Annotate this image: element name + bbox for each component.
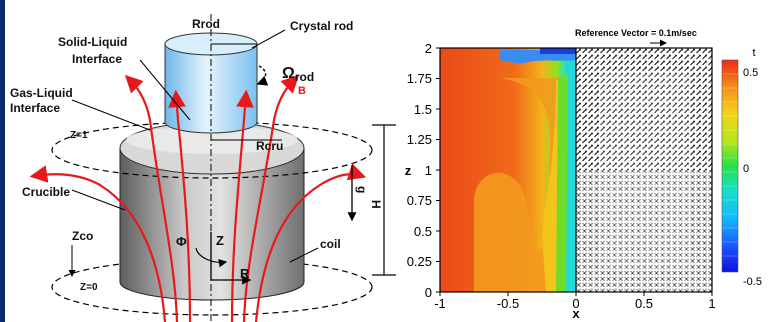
- xtick-0: -1: [434, 296, 446, 311]
- label-omega: Ωrod: [282, 65, 314, 84]
- colorbar-tick-mid: 0: [743, 163, 749, 175]
- velocity-field-lower: [576, 170, 712, 292]
- label-solid-liquid-1: Solid-Liquid: [58, 35, 127, 49]
- coil-ellipse-bottom: [51, 258, 373, 316]
- xtick-2: 0: [572, 296, 579, 311]
- label-coil: coil: [320, 237, 341, 251]
- crystal-rod: [164, 43, 258, 134]
- label-z-axis: Z: [216, 233, 224, 248]
- reference-vector-label: Reference Vector = 0.1m/sec: [575, 28, 697, 38]
- label-rrod: Rrod: [192, 17, 220, 31]
- label-phi: Φ: [176, 234, 187, 249]
- coil-ellipse-top: [51, 121, 373, 179]
- coil-leader: [289, 247, 319, 263]
- colorbar-bands: [722, 73, 738, 257]
- colorbar-tick-high: 0.5: [743, 67, 758, 79]
- label-h: H: [369, 200, 383, 209]
- label-z1: Z=1: [70, 130, 88, 141]
- temperature-contour-top2: [540, 48, 576, 54]
- crucible-body: [119, 147, 305, 301]
- slide-edge: [0, 0, 5, 322]
- velocity-field-shade: [600, 70, 690, 270]
- xtick-3: 0.5: [635, 296, 653, 311]
- flow-plot: Reference Vector = 0.1m/sec 0 0.25 0.5: [405, 28, 762, 321]
- x-axis-label: x: [572, 306, 580, 321]
- y-ticks: 0 0.25 0.5 0.75 1 1.25 1.5 1.75 2: [407, 41, 440, 300]
- solid-liquid-leader: [139, 59, 191, 121]
- label-solid-liquid-2: Interface: [72, 52, 122, 66]
- x-ticks: -1 -0.5 0 0.5 1: [434, 292, 716, 311]
- ytick-1: 0.25: [407, 254, 432, 269]
- ytick-3: 0.75: [407, 193, 432, 208]
- label-g: g: [355, 186, 369, 193]
- colorbar-tick-low: -0.5: [743, 276, 762, 288]
- crucible-leader: [71, 189, 126, 211]
- temperature-contour-cyan: [566, 50, 576, 292]
- ytick-8: 2: [425, 41, 432, 56]
- crystal-rod-leader: [251, 29, 286, 49]
- ytick-2: 0.5: [414, 224, 432, 239]
- phi-arc: [195, 247, 228, 268]
- label-r-axis: R: [240, 266, 250, 281]
- label-rcru: Rcru: [256, 139, 283, 153]
- label-crystal-rod: Crystal rod: [290, 19, 353, 33]
- rotation-arrow: [256, 65, 269, 86]
- temperature-contour-warm: [474, 78, 566, 292]
- ytick-0: 0: [425, 285, 432, 300]
- label-crucible: Crucible: [22, 185, 70, 199]
- ytick-6: 1.5: [414, 102, 432, 117]
- label-b-field: B: [298, 85, 306, 97]
- label-gas-liquid-1: Gas-Liquid: [10, 86, 73, 100]
- ytick-7: 1.75: [407, 71, 432, 86]
- czochralski-diagram: Rrod Crystal rod Solid-Liquid Interface …: [10, 14, 396, 322]
- xtick-4: 1: [708, 296, 715, 311]
- ytick-5: 1.25: [407, 132, 432, 147]
- label-zco: Zco: [72, 229, 93, 243]
- magnetic-field-lines: [29, 74, 367, 322]
- ytick-4: 1: [425, 163, 432, 178]
- xtick-1: -0.5: [497, 296, 519, 311]
- gas-liquid-leader: [71, 99, 151, 131]
- label-z0: Z=0: [80, 282, 98, 293]
- colorbar: [721, 59, 739, 273]
- y-axis-label: z: [405, 163, 412, 178]
- colorbar-title: t: [752, 47, 755, 59]
- label-gas-liquid-2: Interface: [10, 101, 60, 115]
